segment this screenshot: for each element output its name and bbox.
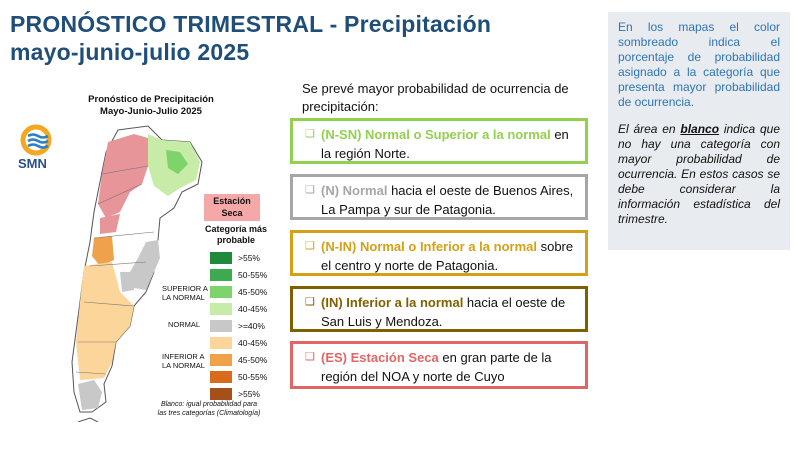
sidebar-paragraph-2: El área en blanco indica que no hay una … xyxy=(618,122,780,227)
sidebar-p2-pre: El área en xyxy=(618,122,681,136)
legend-swatch xyxy=(210,371,232,383)
estacion-seca-label: Estación Seca xyxy=(204,194,260,221)
forecast-map-panel: Pronóstico de Precipitación Mayo-Junio-J… xyxy=(10,92,290,422)
legend-label: 50-55% xyxy=(238,270,268,280)
category-text: (ES) Estación Seca en gran parte de la r… xyxy=(321,348,579,384)
category-box: ❑ (ES) Estación Seca en gran parte de la … xyxy=(290,341,588,389)
category-highlight: (N-IN) Normal o Inferior a la normal xyxy=(321,239,537,254)
legend-row: 40-45% xyxy=(210,301,267,317)
legend-label: >=40% xyxy=(238,321,265,331)
category-box: ❑ (N-SN) Normal o Superior a la normal en… xyxy=(290,118,588,164)
legend-row: 40-45% xyxy=(210,335,267,351)
category-description: hacia el oeste de Buenos Aires, La Pampa… xyxy=(321,183,574,217)
map-note-line-1: Blanco: igual probabilidad para xyxy=(160,401,258,408)
category-text: (N-SN) Normal o Superior a la normal en … xyxy=(321,125,579,161)
page-title: PRONÓSTICO TRIMESTRAL - Precipitación ma… xyxy=(10,10,491,66)
logo-text: SMN xyxy=(18,156,47,171)
argentina-map xyxy=(71,125,203,422)
category-box: ❑ (N-IN) Normal o Inferior a la normal so… xyxy=(290,230,588,276)
legend-row: 50-55% xyxy=(210,267,267,283)
legend-group-superior: SUPERIOR A LA NORMAL xyxy=(162,284,208,302)
category-text: (N-IN) Normal o Inferior a la normal sob… xyxy=(321,237,579,273)
legend-label: 40-45% xyxy=(238,338,268,348)
sidebar-paragraph-1: En los mapas el color sombreado indica e… xyxy=(618,20,780,109)
legend-title-line-1: Categoría más xyxy=(204,224,268,234)
category-highlight: (N) Normal xyxy=(321,183,388,198)
category-text: (N) Normal hacia el oeste de Buenos Aire… xyxy=(321,181,579,217)
checkbox-icon: ❑ xyxy=(305,240,315,252)
category-text: (IN) Inferior a la normal hacia el oeste… xyxy=(321,293,579,329)
legend-swatch xyxy=(210,286,232,298)
legend-row: 45-50% xyxy=(210,284,267,300)
legend-row: 45-50% xyxy=(210,352,267,368)
category-highlight: (N-SN) Normal o Superior a la normal xyxy=(321,127,551,142)
checkbox-icon: ❑ xyxy=(305,296,315,308)
category-description: en la región Norte. xyxy=(321,127,569,161)
seca-line-1: Estación xyxy=(213,196,251,206)
legend-label: >55% xyxy=(238,389,260,399)
legend-group-normal: NORMAL xyxy=(168,320,201,329)
legend-row: >55% xyxy=(210,386,267,402)
legend-row: 50-55% xyxy=(210,369,267,385)
legend-swatch xyxy=(210,303,232,315)
legend-label: 45-50% xyxy=(238,355,268,365)
legend-label: 45-50% xyxy=(238,287,268,297)
title-line-1: PRONÓSTICO TRIMESTRAL - Precipitación xyxy=(10,11,492,37)
legend-swatch xyxy=(210,388,232,400)
category-description: hacia el oeste de San Luis y Mendoza. xyxy=(321,295,566,329)
category-highlight: (ES) Estación Seca xyxy=(321,350,439,365)
info-sidebar: En los mapas el color sombreado indica e… xyxy=(608,12,790,250)
legend-title-line-2: probable xyxy=(216,235,255,245)
intro-text: Se prevé mayor probabilidad de ocurrenci… xyxy=(302,81,569,114)
sidebar-p2-highlight: blanco xyxy=(680,122,720,136)
legend-row: >55% xyxy=(210,250,267,266)
category-highlight: (IN) Inferior a la normal xyxy=(321,295,464,310)
superior-line-2: LA NORMAL xyxy=(162,293,205,302)
smn-logo-icon xyxy=(20,124,52,156)
map-title-line-1: Pronóstico de Precipitación xyxy=(88,94,214,105)
legend-label: 40-45% xyxy=(238,304,268,314)
legend-row: >=40% xyxy=(210,318,267,334)
map-note-line-2: las tres categorías (Climatología) xyxy=(157,410,261,417)
map-title-line-2: Mayo-Junio-Julio 2025 xyxy=(100,106,202,117)
map-legend: >55% 50-55% 45-50% 40-45% >=40% 40-45% 45-50% 5… xyxy=(210,250,267,403)
seca-line-2: Seca xyxy=(221,208,243,218)
superior-line-1: SUPERIOR A xyxy=(162,284,208,293)
legend-title: Categoría más probable xyxy=(200,224,272,246)
checkbox-icon: ❑ xyxy=(305,128,315,140)
map-title: Pronóstico de Precipitación Mayo-Junio-J… xyxy=(76,94,226,118)
checkbox-icon: ❑ xyxy=(305,184,315,196)
legend-label: 50-55% xyxy=(238,372,268,382)
legend-label: >55% xyxy=(238,253,260,263)
legend-swatch xyxy=(210,354,232,366)
inferior-line-2: LA NORMAL xyxy=(162,361,205,370)
title-line-2: mayo-junio-julio 2025 xyxy=(10,39,250,65)
category-description: sobre el centro y norte de Patagonia. xyxy=(321,239,574,273)
legend-swatch xyxy=(210,269,232,281)
map-note: Blanco: igual probabilidad para las tres… xyxy=(150,400,268,418)
category-box: ❑ (IN) Inferior a la normal hacia el oest… xyxy=(290,286,588,332)
category-description: en gran parte de la región del NOA y nor… xyxy=(321,350,552,384)
legend-swatch xyxy=(210,252,232,264)
legend-swatch xyxy=(210,320,232,332)
sidebar-p2-post: indica que no hay una categoría con mayo… xyxy=(618,122,780,226)
checkbox-icon: ❑ xyxy=(305,351,315,363)
legend-group-inferior: INFERIOR A LA NORMAL xyxy=(162,352,205,370)
category-box: ❑ (N) Normal hacia el oeste de Buenos Air… xyxy=(290,174,588,220)
inferior-line-1: INFERIOR A xyxy=(162,352,205,361)
legend-swatch xyxy=(210,337,232,349)
